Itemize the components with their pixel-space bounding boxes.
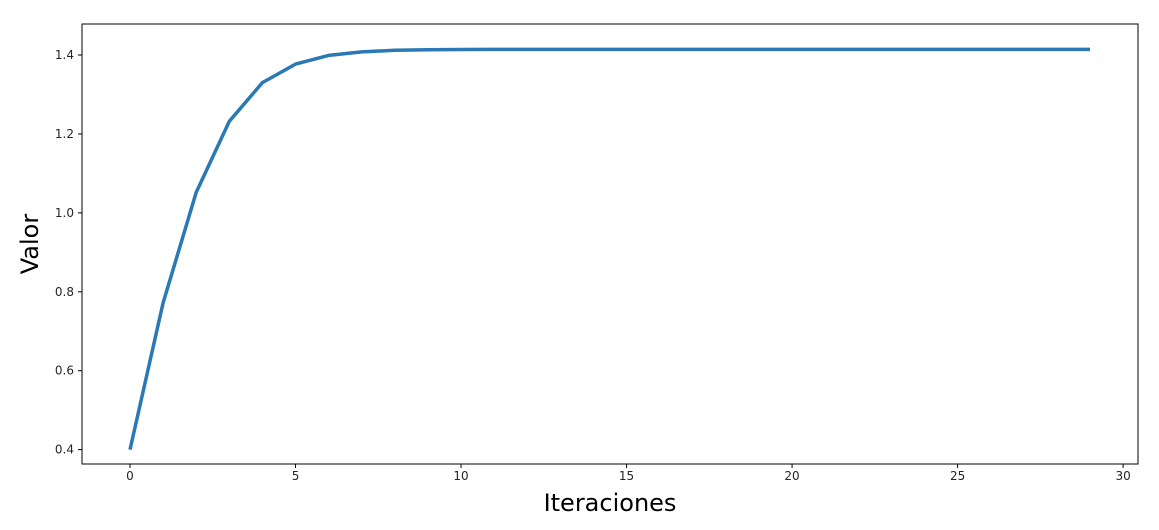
series-layer <box>128 47 1091 451</box>
y-tick-label: 1.0 <box>55 206 74 220</box>
y-tick-label: 0.4 <box>55 443 74 457</box>
x-tick-label: 15 <box>619 469 634 483</box>
y-axis-ticks: 0.4 0.6 0.8 1.0 1.2 1.4 <box>55 48 82 457</box>
y-tick-label: 1.2 <box>55 127 74 141</box>
x-tick-label: 25 <box>950 469 965 483</box>
x-tick-label: 0 <box>126 469 134 483</box>
x-axis-label: Iteraciones <box>544 489 677 517</box>
x-tick-label: 10 <box>453 469 468 483</box>
series-line <box>128 47 1090 451</box>
y-tick-label: 1.4 <box>55 48 74 62</box>
x-tick-label: 30 <box>1115 469 1130 483</box>
x-axis-ticks: 0 5 10 15 20 25 30 <box>126 464 1131 483</box>
plot-area-frame <box>81 23 1139 465</box>
y-tick-label: 0.6 <box>55 364 74 378</box>
x-tick-label: 20 <box>784 469 799 483</box>
x-tick-label: 5 <box>292 469 300 483</box>
y-tick-label: 0.8 <box>55 285 74 299</box>
y-axis-label: Valor <box>16 214 44 275</box>
